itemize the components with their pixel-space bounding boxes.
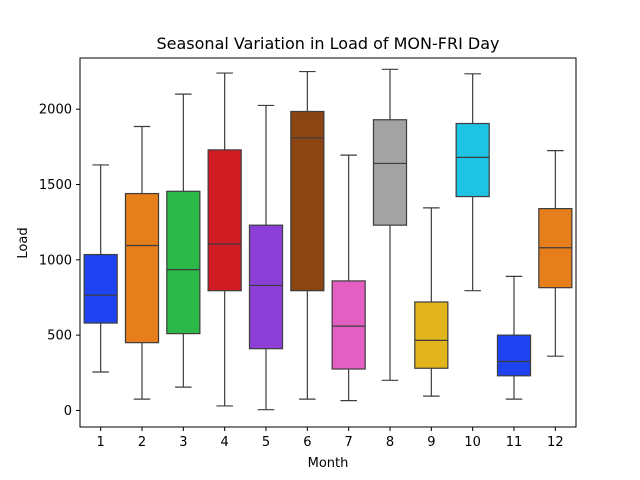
box-month-7	[331, 154, 366, 402]
box-month-1	[83, 164, 118, 373]
box-month-6	[290, 70, 325, 400]
box-body	[166, 190, 201, 335]
y-axis-title: Load	[16, 227, 31, 258]
x-tick-label: 2	[138, 435, 146, 450]
y-axis: 0 500 1000 1500 2000	[39, 103, 80, 419]
box-body	[207, 149, 242, 292]
x-tick-label: 6	[303, 435, 311, 450]
box-month-2	[124, 125, 160, 400]
x-tick-label: 3	[179, 435, 187, 450]
x-tick-label: 8	[386, 435, 394, 450]
x-tick-label: 9	[427, 435, 435, 450]
box-month-11	[496, 275, 532, 400]
y-tick-label: 500	[47, 329, 72, 344]
box-month-10	[455, 73, 490, 292]
x-tick-label: 12	[547, 435, 564, 450]
y-tick-label: 2000	[39, 103, 72, 118]
x-axis-title: Month	[308, 456, 349, 471]
x-tick-label: 7	[345, 435, 353, 450]
box-month-9	[414, 207, 449, 397]
x-tick-label: 10	[464, 435, 481, 450]
x-tick-label: 4	[221, 435, 229, 450]
x-tick-label: 11	[506, 435, 523, 450]
x-tick-label: 5	[262, 435, 270, 450]
box-month-5	[248, 104, 284, 411]
chart-title: Seasonal Variation in Load of MON-FRI Da…	[157, 34, 500, 53]
box-body	[83, 253, 118, 324]
box-month-12	[538, 150, 573, 357]
box-body	[372, 119, 408, 226]
box-body	[414, 301, 449, 369]
box-body	[248, 224, 284, 350]
box-body	[124, 192, 160, 344]
box-body	[290, 110, 325, 292]
box-body	[496, 334, 532, 377]
boxes-layer	[83, 68, 573, 411]
box-month-3	[166, 93, 201, 388]
y-tick-label: 1500	[39, 178, 72, 193]
plot-frame	[79, 57, 577, 428]
box-month-4	[207, 72, 242, 407]
box-body	[331, 280, 366, 370]
box-month-8	[372, 68, 408, 381]
x-axis: 1 2 3 4 5 6 7 8 9 10 11 12	[97, 427, 564, 450]
x-tick-label: 1	[97, 435, 105, 450]
y-tick-label: 1000	[39, 253, 72, 268]
y-tick-label: 0	[64, 404, 72, 419]
box-body	[455, 122, 490, 198]
